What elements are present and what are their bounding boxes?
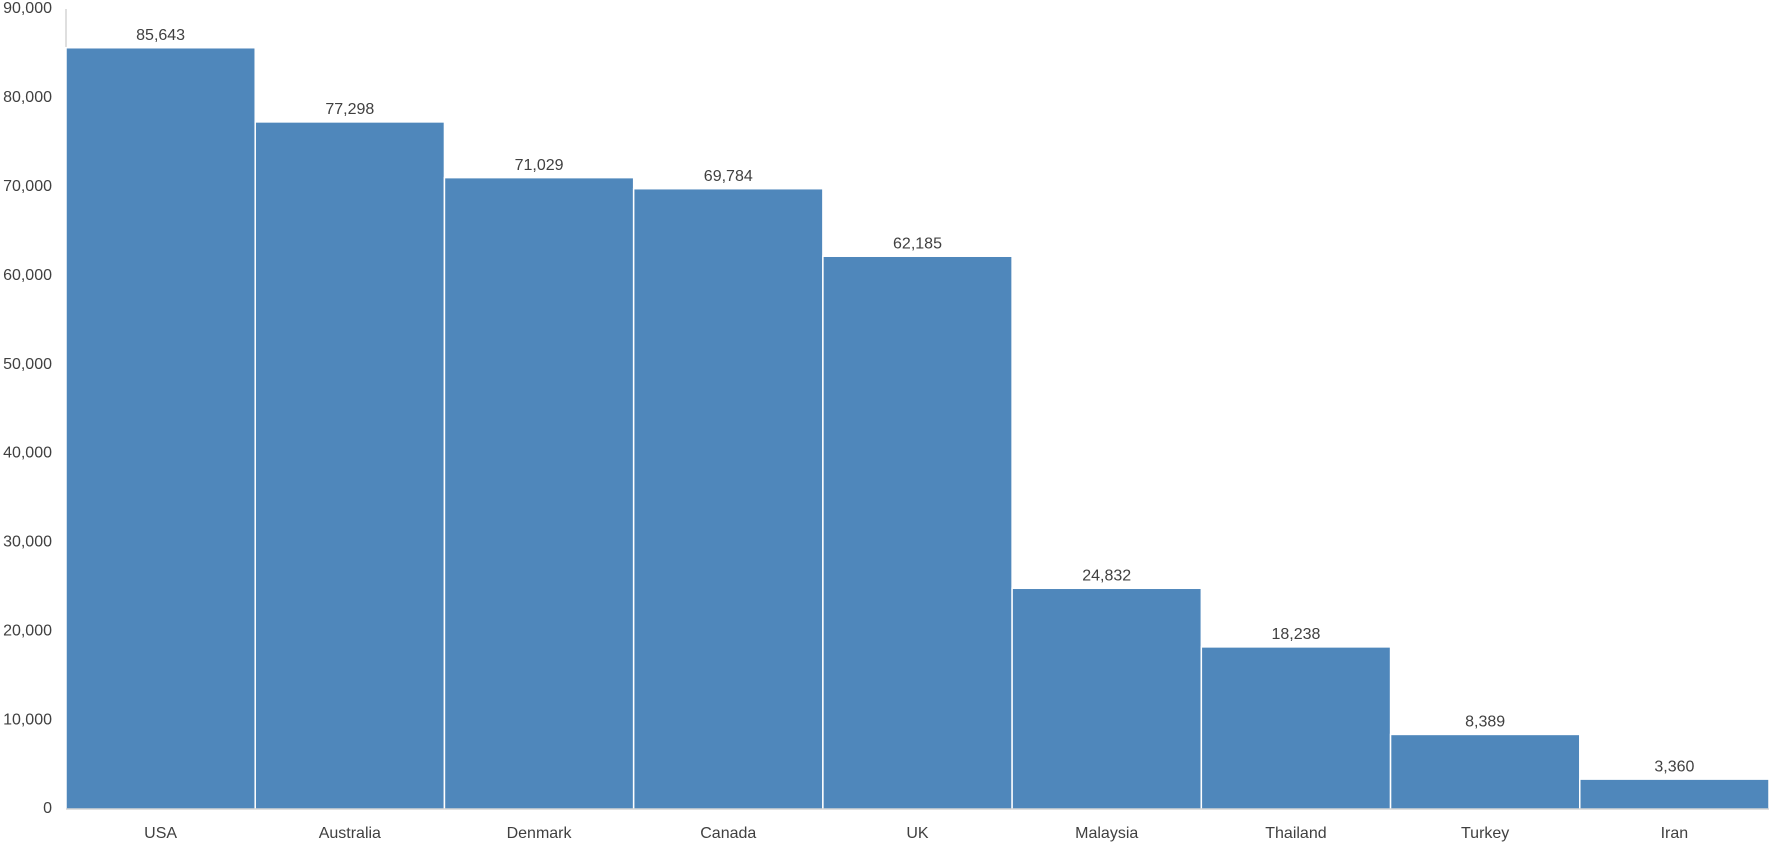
- bar: [443, 176, 635, 810]
- x-tick-label: UK: [906, 825, 929, 842]
- bar: [1389, 733, 1581, 810]
- y-tick-label: 70,000: [3, 178, 52, 195]
- y-tick-label: 40,000: [3, 445, 52, 462]
- data-label: 69,784: [704, 168, 753, 185]
- data-label: 71,029: [515, 157, 564, 174]
- x-tick-label: Thailand: [1265, 825, 1326, 842]
- x-tick-label: Turkey: [1461, 825, 1509, 842]
- y-tick-label: 50,000: [3, 356, 52, 373]
- bar: [254, 121, 446, 810]
- x-tick-label: Australia: [319, 825, 381, 842]
- y-tick-label: 20,000: [3, 622, 52, 639]
- y-tick-label: 30,000: [3, 534, 52, 551]
- bar: [1579, 778, 1770, 810]
- data-label: 62,185: [893, 235, 942, 252]
- bar: [1011, 587, 1203, 810]
- x-tick-label: Iran: [1661, 825, 1689, 842]
- x-tick-label: Denmark: [507, 825, 573, 842]
- data-label: 18,238: [1271, 626, 1320, 643]
- bar: [1200, 646, 1392, 810]
- data-label: 24,832: [1082, 567, 1131, 584]
- x-tick-label: Malaysia: [1075, 825, 1138, 842]
- bar: [632, 187, 824, 810]
- y-tick-label: 80,000: [3, 89, 52, 106]
- y-tick-label: 90,000: [3, 0, 52, 17]
- y-tick-label: 60,000: [3, 267, 52, 284]
- bar: [65, 46, 256, 810]
- x-tick-label: USA: [144, 825, 177, 842]
- y-tick-label: 10,000: [3, 711, 52, 728]
- data-label: 8,389: [1465, 714, 1505, 731]
- x-tick-label: Canada: [700, 825, 756, 842]
- data-label: 85,643: [136, 27, 185, 44]
- y-tick-label: 0: [43, 800, 52, 817]
- data-label: 3,360: [1654, 758, 1694, 775]
- data-label: 77,298: [325, 101, 374, 118]
- bar: [822, 255, 1013, 810]
